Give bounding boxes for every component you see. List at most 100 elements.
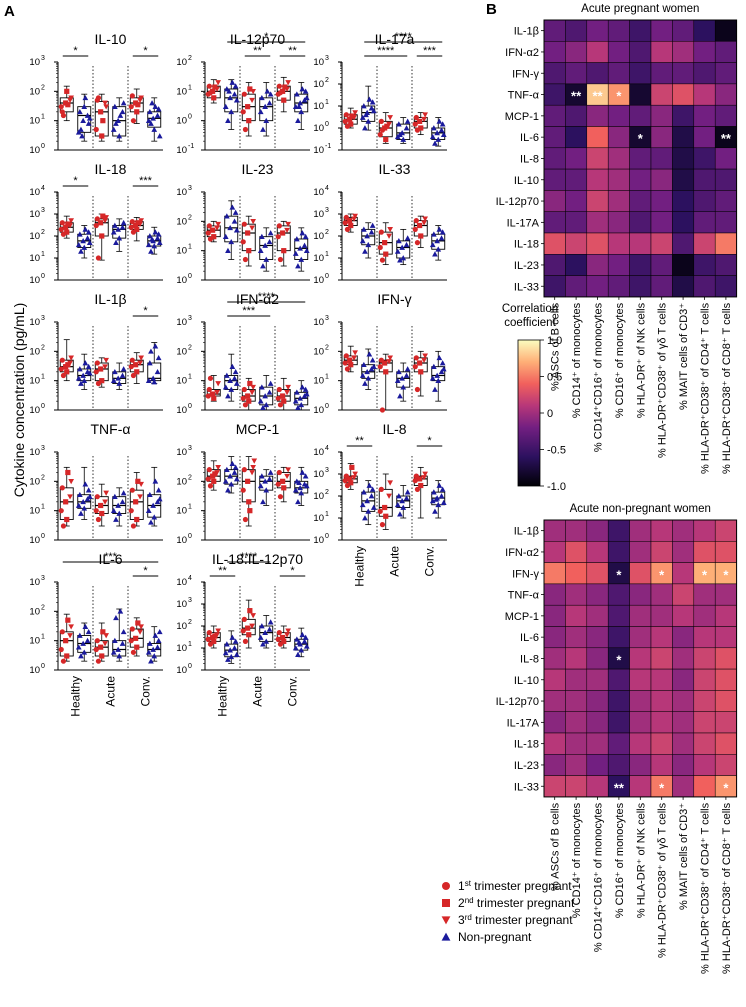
- heatmap-cell: [586, 754, 609, 776]
- data-point: [80, 238, 87, 244]
- data-point: [227, 224, 234, 231]
- nonpregnant-box: [292, 82, 310, 130]
- column-label: % ASCs of B cells: [550, 802, 562, 891]
- column-label: % HLA-DR⁺CD38⁺ of CD4⁺ T cells: [700, 302, 712, 474]
- data-point: [267, 380, 274, 386]
- heatmap-cell: [693, 19, 716, 42]
- data-point: [247, 608, 253, 614]
- data-point: [149, 100, 155, 106]
- y-tick-label: 10: [176, 317, 187, 328]
- data-point: [267, 91, 274, 97]
- data-point: [231, 469, 238, 475]
- nonpregnant-box: [359, 480, 377, 526]
- data-point: [285, 628, 292, 634]
- significance-label: **: [288, 45, 297, 57]
- y-tick-label: 10: [176, 116, 187, 127]
- column-label: % HLA-DR⁺CD38⁺ of γδ T cells: [657, 302, 669, 458]
- data-point: [113, 516, 119, 522]
- heatmap-cell: [714, 41, 737, 63]
- data-point: [247, 508, 253, 514]
- data-point: [348, 362, 354, 368]
- data-point: [130, 118, 137, 124]
- data-point: [68, 95, 75, 101]
- heatmap-cell: [714, 711, 737, 734]
- data-point: [60, 112, 67, 119]
- data-point: [119, 224, 126, 230]
- y-tick-label: 10: [176, 275, 187, 286]
- data-point: [225, 656, 231, 662]
- data-point: [68, 624, 75, 630]
- heatmap-cell: [650, 41, 673, 63]
- data-point: [277, 402, 284, 408]
- heatmap-cell: [629, 232, 652, 255]
- panel-title: IL-8: [382, 421, 406, 437]
- heatmap-cell: [693, 104, 716, 127]
- data-point: [58, 366, 64, 372]
- heatmap-cell: [650, 583, 673, 606]
- data-point: [115, 502, 122, 508]
- data-point: [210, 391, 216, 397]
- y-tick-label: 10: [176, 621, 187, 632]
- data-point: [130, 372, 137, 379]
- data-point: [378, 486, 384, 492]
- y-tick-exponent: 0: [325, 121, 329, 128]
- panel-title: IL-33: [379, 161, 411, 177]
- data-point: [59, 485, 65, 491]
- heatmap-cell: [714, 254, 737, 276]
- significance-label: **: [253, 45, 262, 57]
- data-point: [301, 242, 308, 248]
- data-point: [58, 508, 64, 514]
- row-label: IL-12p70: [496, 696, 539, 708]
- heatmap-cell: [629, 541, 652, 563]
- data-point: [299, 384, 306, 390]
- heatmap-cell: [629, 275, 652, 298]
- heatmap-cell: [650, 647, 673, 670]
- data-point: [229, 363, 236, 370]
- data-point: [397, 393, 403, 399]
- data-point: [275, 395, 281, 401]
- data-point: [134, 516, 140, 523]
- data-point: [417, 360, 423, 366]
- data-point: [365, 241, 372, 248]
- data-point: [246, 499, 252, 505]
- data-point: [348, 121, 354, 127]
- data-point: [250, 384, 257, 391]
- data-point: [78, 248, 84, 254]
- data-point: [215, 221, 222, 228]
- nonpregnant-box: [292, 466, 310, 506]
- heatmap-cell: [672, 711, 695, 734]
- row-label: IL-23: [514, 260, 539, 272]
- data-point: [280, 230, 286, 236]
- data-point: [438, 235, 445, 241]
- data-point: [394, 377, 401, 384]
- heatmap-cell: [672, 275, 695, 298]
- heatmap-cell: [565, 19, 588, 42]
- data-point: [67, 494, 73, 500]
- group-label: Conv.: [286, 676, 300, 706]
- heatmap-cell: [607, 19, 630, 42]
- heatmap-cell: [565, 562, 588, 585]
- heatmap-cell: [714, 211, 737, 234]
- data-point: [249, 225, 255, 231]
- data-point: [412, 226, 418, 232]
- data-point: [403, 125, 410, 131]
- y-tick-exponent: 0: [188, 663, 192, 670]
- data-point: [360, 226, 367, 232]
- data-point: [64, 516, 70, 523]
- y-tick-exponent: 3: [325, 467, 329, 474]
- significance-label: *: [143, 565, 148, 577]
- heatmap-cell: [672, 126, 695, 149]
- data-point: [205, 636, 211, 642]
- data-point: [129, 219, 135, 225]
- data-point: [148, 120, 154, 126]
- row-label: IL-6: [520, 632, 539, 644]
- data-point: [275, 481, 281, 487]
- heatmap-cell: [714, 232, 737, 255]
- data-point: [383, 369, 389, 375]
- colorbar-title-line2: coefficient: [504, 317, 556, 329]
- pregnant-box: [58, 613, 75, 664]
- heatmap-cell: [672, 62, 695, 85]
- data-point: [362, 380, 368, 386]
- data-point: [344, 226, 351, 232]
- heatmap-cell: [565, 690, 588, 712]
